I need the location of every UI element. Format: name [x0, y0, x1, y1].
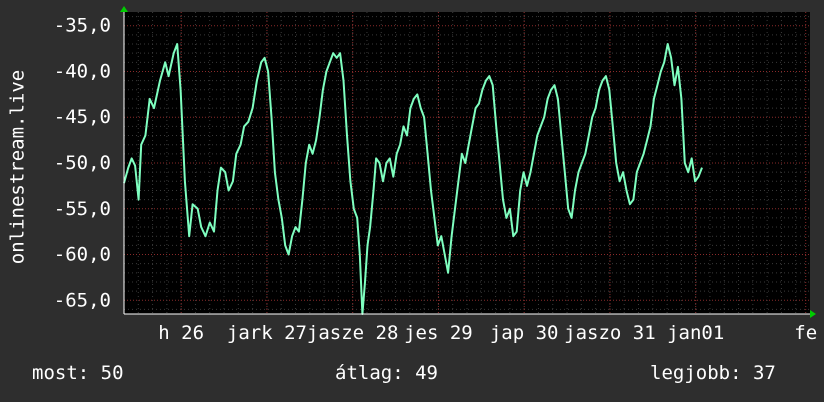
- y-axis-arrow: [120, 6, 128, 12]
- x-tick-label: h 26: [158, 322, 204, 344]
- y-tick-label: -50,0: [54, 152, 111, 174]
- x-tick-label: jes 29: [404, 322, 473, 344]
- x-tick-label: jasze 28: [307, 322, 399, 344]
- x-tick-label: jan01: [667, 322, 724, 344]
- x-tick-label: jaszo 31: [564, 322, 656, 344]
- y-tick-label: -35,0: [54, 15, 111, 37]
- y-axis-label: onlinestream.live: [7, 70, 29, 264]
- x-tick-label: jap 30: [490, 322, 559, 344]
- y-ticks: -35,0 -40,0 -45,0 -50,0 -55,0 -60,0 -65,0: [54, 15, 111, 312]
- stat-best: legjobb: 37: [650, 362, 776, 384]
- x-axis-arrow: [810, 310, 816, 318]
- x-tick-label: jark 27: [227, 322, 307, 344]
- grid: [124, 12, 810, 314]
- series-line: [123, 43, 703, 315]
- x-ticks: h 26 jark 27 jasze 28 jes 29 jap 30 jaszo 31 j…: [158, 322, 817, 344]
- y-tick-label: -40,0: [54, 60, 111, 82]
- y-tick-label: -55,0: [54, 198, 111, 220]
- stat-average: átlag: 49: [335, 362, 438, 384]
- stat-current: most: 50: [32, 362, 124, 384]
- y-tick-label: -45,0: [54, 106, 111, 128]
- y-tick-label: -60,0: [54, 244, 111, 266]
- y-tick-label: -65,0: [54, 289, 111, 311]
- x-tick-label: fe: [794, 322, 817, 344]
